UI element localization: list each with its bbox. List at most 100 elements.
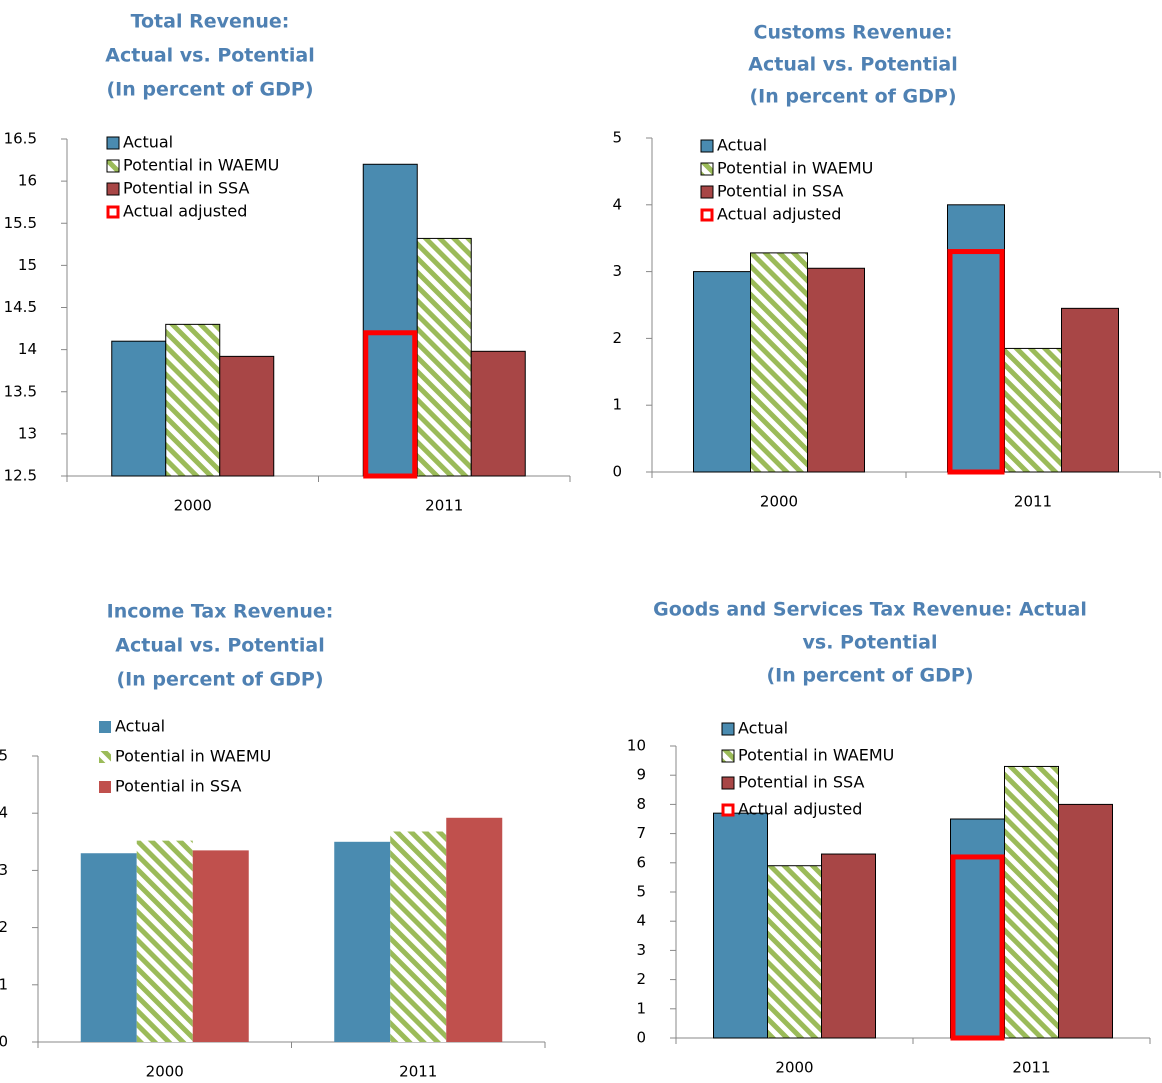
x-tick-label: 2011 xyxy=(425,497,463,515)
y-tick-label: 12.5 xyxy=(4,467,37,485)
bar xyxy=(363,330,418,479)
y-tick-label: 3 xyxy=(612,262,622,280)
y-tick-label: 13.5 xyxy=(4,382,37,400)
x-tick-label: 2011 xyxy=(1014,493,1052,511)
y-tick-label: 10 xyxy=(627,737,646,755)
chart: Total Revenue: Actual vs. Potential (In pe… xyxy=(4,11,571,515)
bar xyxy=(947,204,1005,473)
legend-swatch xyxy=(106,205,120,219)
bar xyxy=(165,323,221,477)
chart-title: (In percent of GDP) xyxy=(749,86,956,108)
x-tick-label: 2000 xyxy=(146,1063,184,1081)
bar xyxy=(947,249,1005,475)
x-tick-label: 2011 xyxy=(399,1063,437,1081)
chart-title: Actual vs. Potential xyxy=(105,45,314,67)
legend-label: Potential in SSA xyxy=(738,773,864,792)
bar xyxy=(111,340,167,477)
y-tick-label: 14 xyxy=(18,340,37,358)
y-tick-label: 5 xyxy=(636,883,646,901)
legend-label: Potential in WAEMU xyxy=(717,159,873,178)
y-tick-label: 2 xyxy=(0,918,8,936)
bar xyxy=(192,850,249,1042)
y-tick-label: 15.5 xyxy=(4,214,37,232)
y-tick-label: 3 xyxy=(0,861,8,879)
legend-label: Potential in SSA xyxy=(115,777,241,796)
chart-title: Customs Revenue: xyxy=(754,22,953,44)
bar xyxy=(1004,765,1059,1039)
chart-title: (In percent of GDP) xyxy=(116,669,323,691)
y-tick-label: 1 xyxy=(636,999,646,1017)
x-tick-label: 2011 xyxy=(1012,1059,1050,1077)
legend-label: Actual xyxy=(717,136,767,155)
chart: Goods and Services Tax Revenue: Actual vs… xyxy=(627,599,1151,1077)
bar xyxy=(713,812,768,1039)
bar xyxy=(950,818,1005,1039)
chart-title: Actual vs. Potential xyxy=(115,635,324,657)
legend-label: Actual adjusted xyxy=(717,205,841,224)
y-tick-label: 5 xyxy=(612,129,622,147)
bar xyxy=(80,853,137,1042)
y-tick-label: 5 xyxy=(0,747,8,765)
bar xyxy=(416,237,472,477)
y-tick-label: 4 xyxy=(612,195,622,213)
chart-title: Income Tax Revenue: xyxy=(107,601,334,623)
legend-label: Potential in SSA xyxy=(717,182,843,201)
legend-label: Potential in SSA xyxy=(123,179,249,198)
bar xyxy=(750,252,808,473)
bar xyxy=(219,355,275,477)
legend-label: Actual adjusted xyxy=(738,800,862,819)
bar xyxy=(950,854,1005,1041)
y-tick-label: 16.5 xyxy=(4,130,37,148)
y-tick-label: 2 xyxy=(636,970,646,988)
bar xyxy=(693,271,751,473)
legend-swatch xyxy=(721,749,735,763)
bar xyxy=(334,841,391,1042)
legend-label: Actual xyxy=(738,719,788,738)
x-tick-label: 2000 xyxy=(174,497,212,515)
bar xyxy=(821,853,876,1039)
y-tick-label: 9 xyxy=(636,766,646,784)
bar xyxy=(1061,307,1119,473)
chart-title: (In percent of GDP) xyxy=(766,665,973,687)
y-tick-label: 8 xyxy=(636,795,646,813)
legend-swatch xyxy=(700,208,714,222)
legend-label: Actual xyxy=(123,133,173,152)
chart-title: Total Revenue: xyxy=(131,11,290,33)
y-tick-label: 0 xyxy=(636,1029,646,1047)
legend-label: Potential in WAEMU xyxy=(123,156,279,175)
x-tick-label: 2000 xyxy=(760,493,798,511)
y-tick-label: 0 xyxy=(0,1033,8,1051)
bar xyxy=(390,831,447,1042)
y-tick-label: 15 xyxy=(18,256,37,274)
legend-swatch xyxy=(106,159,120,173)
chart-title: vs. Potential xyxy=(803,632,938,654)
y-tick-label: 1 xyxy=(612,396,622,414)
legend-swatch xyxy=(700,162,714,176)
y-tick-label: 13 xyxy=(18,424,37,442)
chart-title: Goods and Services Tax Revenue: Actual xyxy=(653,599,1087,621)
y-tick-label: 2 xyxy=(612,329,622,347)
bar xyxy=(767,865,822,1039)
legend-label: Actual xyxy=(115,717,165,736)
y-tick-label: 6 xyxy=(636,853,646,871)
bar xyxy=(1004,347,1062,473)
bar xyxy=(136,840,193,1042)
legend-label: Potential in WAEMU xyxy=(738,746,894,765)
bar xyxy=(470,350,526,477)
chart: Customs Revenue: Actual vs. Potential (In … xyxy=(612,22,1161,511)
legend-swatch xyxy=(700,139,714,153)
y-tick-label: 4 xyxy=(636,912,646,930)
y-tick-label: 4 xyxy=(0,804,8,822)
legend-swatch xyxy=(721,776,735,790)
legend-swatch xyxy=(106,136,120,150)
bar xyxy=(362,163,418,477)
legend-swatch xyxy=(99,721,111,733)
bar xyxy=(1058,803,1113,1039)
y-tick-label: 7 xyxy=(636,824,646,842)
y-tick-label: 14.5 xyxy=(4,298,37,316)
chart: Income Tax Revenue: Actual vs. Potential (… xyxy=(0,601,546,1081)
legend-swatch xyxy=(721,803,735,817)
bar xyxy=(807,267,865,473)
legend-swatch xyxy=(106,182,120,196)
